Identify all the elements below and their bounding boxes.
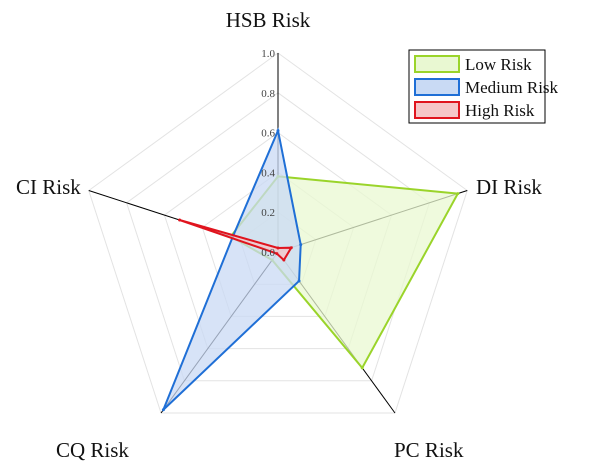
legend-label-high-risk: High Risk <box>465 101 535 120</box>
axis-label-di-risk: DI Risk <box>476 175 542 199</box>
axis-label-hsb-risk: HSB Risk <box>226 8 311 32</box>
series-medium-risk-point <box>297 279 301 283</box>
axis-label-layer: HSB Risk DI Risk PC Risk CQ Risk CI Risk <box>16 8 542 462</box>
series-medium-risk-area <box>162 127 302 411</box>
series-high-risk-point <box>178 218 182 222</box>
series-high-risk-point <box>275 252 279 256</box>
grid-ring <box>126 92 430 382</box>
series-high-risk-point <box>282 258 286 262</box>
legend-swatch-medium-risk <box>414 78 460 96</box>
series-medium-risk-point <box>299 243 303 247</box>
legend-label-low-risk: Low Risk <box>465 55 532 74</box>
series-layer <box>161 127 460 412</box>
series-low-risk-point <box>360 366 364 370</box>
axis-label-pc-risk: PC Risk <box>394 438 464 462</box>
series-low-risk-point <box>456 192 460 196</box>
series-high-risk-point <box>276 246 280 250</box>
series-high-risk-area <box>179 219 294 262</box>
radial-tick-label: 0.6 <box>261 128 275 140</box>
series-medium-risk-point <box>276 129 280 133</box>
radial-tick-label: 0.8 <box>261 88 275 100</box>
radial-tick-label: 0.0 <box>261 247 275 259</box>
legend-swatch-high-risk <box>414 101 460 119</box>
legend-label-medium-risk: Medium Risk <box>465 78 559 97</box>
legend-swatch-low-risk <box>414 55 460 73</box>
radial-tick-label: 1.0 <box>261 48 275 60</box>
grid-ring <box>88 52 468 414</box>
series-medium-risk-point <box>161 408 165 412</box>
ticks-layer: 0.0 0.2 0.4 0.6 0.8 1.0 <box>261 48 275 259</box>
axis-label-cq-risk: CQ Risk <box>56 438 129 462</box>
legend: Low Risk Medium Risk High Risk <box>408 49 559 124</box>
radial-tick-label: 0.4 <box>261 167 275 179</box>
radial-tick-label: 0.2 <box>261 207 275 219</box>
series-high-risk-point <box>289 246 293 250</box>
axis-label-ci-risk: CI Risk <box>16 175 81 199</box>
